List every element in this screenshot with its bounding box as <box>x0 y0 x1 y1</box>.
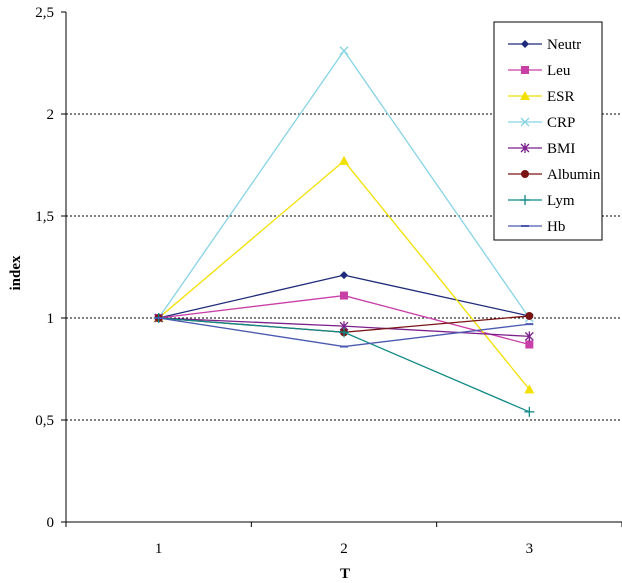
legend-marker <box>520 143 530 153</box>
x-tick-label: 2 <box>340 541 348 557</box>
data-point <box>524 406 535 417</box>
y-tick-label: 0 <box>47 515 55 531</box>
legend-item: Lym <box>508 193 575 209</box>
y-tick-label: 1,5 <box>35 209 54 225</box>
legend-marker <box>521 170 529 178</box>
x-tick-label: 3 <box>526 541 534 557</box>
series-hb <box>154 317 534 348</box>
data-point <box>525 311 534 320</box>
legend-marker <box>520 91 530 100</box>
legend-marker <box>521 66 529 74</box>
legend-item: Albumin <box>508 167 601 183</box>
data-point <box>339 46 349 56</box>
data-point <box>524 384 535 394</box>
legend-label: Albumin <box>547 167 601 183</box>
x-axis-ticks: 1 2 3 <box>65 522 622 557</box>
series-layer <box>153 46 535 417</box>
legend-box <box>493 21 603 241</box>
legend: Neutr Leu ESR CRP BMI Albumin Lym Hb <box>493 21 603 241</box>
y-tick-label: 1 <box>47 311 55 327</box>
legend-item: Hb <box>508 219 565 235</box>
legend-marker <box>520 195 530 205</box>
legend-label: CRP <box>547 115 575 131</box>
legend-item: ESR <box>508 89 575 105</box>
x-axis-title: T <box>340 566 350 582</box>
legend-label: Leu <box>547 63 571 79</box>
y-axis-ticks: 0 0,5 1 1,5 2 2,5 <box>35 5 66 531</box>
legend-item: BMI <box>508 141 575 157</box>
series-lym <box>153 313 535 417</box>
legend-label: Lym <box>547 193 575 209</box>
data-point <box>340 291 348 300</box>
legend-label: ESR <box>547 89 575 105</box>
y-tick-label: 2,5 <box>35 5 54 21</box>
data-point <box>340 271 348 280</box>
legend-label: Hb <box>547 219 565 235</box>
legend-marker <box>521 40 529 48</box>
legend-marker <box>520 117 530 127</box>
data-point <box>339 327 349 338</box>
series-crp <box>154 46 534 323</box>
legend-item: Neutr <box>508 37 581 53</box>
y-tick-label: 2 <box>47 107 55 123</box>
legend-label: BMI <box>547 141 575 157</box>
axes <box>65 12 622 523</box>
data-point <box>339 155 349 165</box>
x-tick-label: 1 <box>155 541 163 557</box>
data-point <box>524 331 534 342</box>
data-point <box>525 340 534 349</box>
legend-item: CRP <box>508 115 575 131</box>
legend-label: Neutr <box>547 37 581 53</box>
legend-item: Leu <box>508 63 571 79</box>
y-tick-label: 0,5 <box>35 413 54 429</box>
y-axis-title: index <box>8 255 24 291</box>
